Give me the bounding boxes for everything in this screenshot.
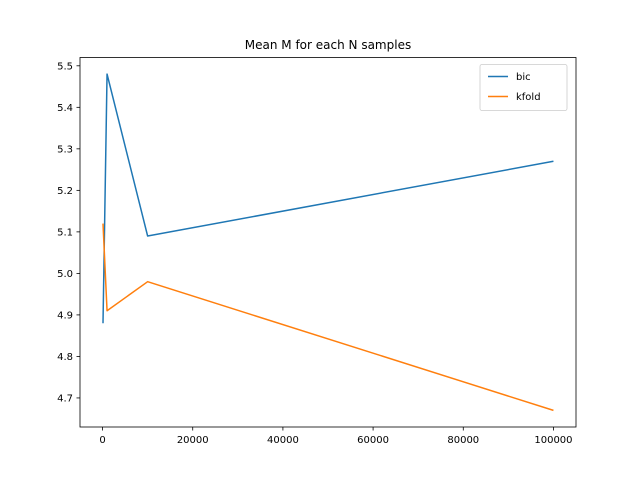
y-tick-label: 5.0 <box>57 269 73 280</box>
y-tick-label: 4.8 <box>57 352 73 363</box>
plot-area-frame <box>79 57 577 428</box>
legend-label-kfold: kfold <box>516 92 541 103</box>
series-layer <box>102 73 554 412</box>
x-tick-label: 40000 <box>267 435 299 446</box>
y-axis: 4.7 4.8 4.9 5.0 5.1 5.2 5.3 5.4 5.5 <box>57 61 80 404</box>
y-tick-label: 4.9 <box>57 310 73 321</box>
y-tick-label: 5.2 <box>57 186 73 197</box>
x-tick-label: 100000 <box>534 435 572 446</box>
legend: bic kfold <box>479 64 568 111</box>
y-tick-label: 5.4 <box>57 103 73 114</box>
series-line-bic <box>102 73 554 324</box>
y-tick-label: 5.3 <box>57 144 73 155</box>
x-tick-label: 20000 <box>177 435 209 446</box>
x-tick-label: 0 <box>99 435 105 446</box>
chart-title: Mean M for each N samples <box>245 38 411 52</box>
y-tick-label: 5.5 <box>57 61 73 72</box>
x-tick-label: 60000 <box>357 435 389 446</box>
legend-label-bic: bic <box>516 72 531 83</box>
x-tick-label: 80000 <box>447 435 479 446</box>
x-axis: 0 20000 40000 60000 80000 100000 <box>99 427 573 446</box>
series-line-kfold <box>102 223 554 412</box>
y-tick-label: 4.7 <box>57 393 73 404</box>
y-tick-label: 5.1 <box>57 227 73 238</box>
